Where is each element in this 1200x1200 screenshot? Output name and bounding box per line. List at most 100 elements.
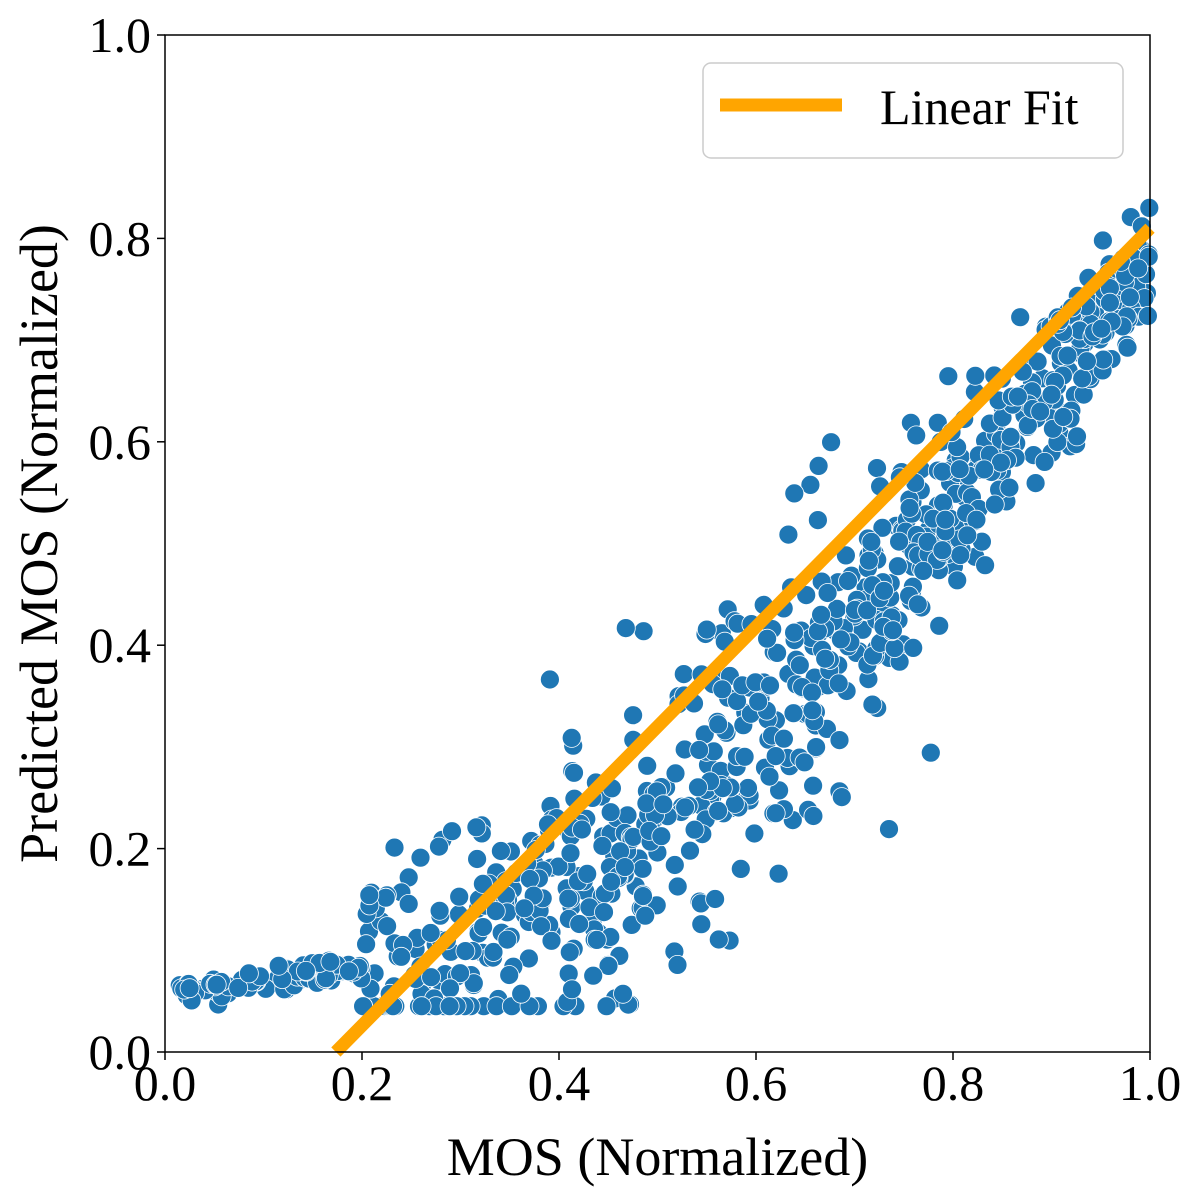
data-point: [442, 821, 462, 842]
data-point: [888, 556, 908, 577]
data-point: [874, 580, 894, 601]
y-axis: 0.0 0.2 0.4 0.6 0.8 1.0: [89, 7, 165, 1080]
data-point: [463, 973, 484, 994]
data-point: [774, 728, 794, 749]
data-point: [531, 916, 551, 937]
data-point: [789, 655, 810, 676]
x-axis: 0.0 0.2 0.4 0.6 0.8 1.0: [134, 1052, 1182, 1111]
data-point: [984, 494, 1005, 515]
data-point: [1100, 292, 1120, 313]
data-point: [511, 983, 532, 1004]
x-tick-label: 0.2: [331, 1055, 394, 1111]
data-point: [680, 840, 700, 861]
data-point: [705, 889, 725, 909]
data-point: [455, 941, 476, 961]
data-point: [907, 594, 928, 615]
data-point: [938, 366, 959, 387]
data-point: [1025, 473, 1046, 494]
data-point: [884, 638, 905, 658]
data-point: [653, 794, 674, 815]
data-point: [802, 682, 822, 703]
data-point: [384, 837, 405, 858]
data-point: [867, 458, 887, 479]
data-point: [815, 648, 836, 669]
data-point: [903, 638, 924, 658]
data-point: [1072, 368, 1093, 389]
data-point: [586, 930, 607, 950]
plot-frame: [164, 34, 1151, 1053]
data-point: [600, 802, 621, 823]
data-point: [206, 974, 227, 995]
data-point: [883, 620, 903, 641]
x-tick-label: 1.0: [1119, 1055, 1182, 1111]
data-point: [613, 983, 633, 1004]
x-tick-label: 0.4: [528, 1055, 591, 1111]
data-point: [667, 955, 688, 975]
data-point: [651, 826, 672, 847]
data-point: [831, 629, 851, 650]
data-point: [859, 550, 879, 571]
data-point: [759, 766, 780, 787]
data-point: [295, 961, 316, 981]
data-point: [1000, 426, 1021, 447]
x-axis-label: MOS (Normalized): [447, 1127, 868, 1187]
data-point: [974, 459, 995, 480]
data-point: [466, 817, 487, 838]
data-point: [725, 794, 745, 814]
data-point: [748, 691, 769, 712]
data-point: [691, 914, 712, 935]
data-point: [1093, 230, 1113, 251]
data-point: [817, 583, 838, 603]
data-point: [637, 755, 658, 776]
data-point: [879, 819, 899, 839]
data-point: [377, 916, 398, 936]
data-point: [800, 474, 821, 495]
data-point: [320, 951, 341, 972]
data-point: [708, 714, 729, 735]
data-point: [238, 963, 259, 984]
data-point: [411, 996, 432, 1017]
data-point: [808, 510, 828, 530]
data-point: [420, 923, 441, 943]
data-point: [540, 669, 560, 690]
data-point: [429, 900, 450, 921]
data-point: [738, 778, 758, 798]
data-point: [594, 902, 614, 922]
y-tick-label: 0.6: [89, 414, 152, 470]
data-point: [519, 948, 539, 969]
data-point: [712, 679, 733, 700]
data-point: [632, 858, 653, 879]
data-point: [862, 694, 883, 715]
data-point: [949, 459, 970, 480]
data-point: [179, 978, 200, 999]
data-point: [473, 917, 494, 937]
data-point: [615, 618, 636, 638]
data-point: [623, 705, 643, 726]
data-point: [767, 643, 787, 663]
x-tick-label: 0.6: [725, 1055, 788, 1111]
data-point: [450, 963, 471, 984]
data-point: [861, 532, 882, 552]
y-tick-label: 0.0: [89, 1024, 152, 1080]
data-point: [757, 628, 777, 649]
data-point: [744, 823, 765, 844]
data-point: [684, 819, 705, 840]
legend-box: [702, 62, 1124, 159]
data-point: [708, 801, 728, 821]
data-point: [821, 432, 841, 453]
data-point: [932, 461, 953, 482]
data-point: [398, 894, 419, 914]
data-point: [999, 477, 1020, 498]
data-point: [359, 885, 380, 906]
data-point: [899, 497, 920, 518]
data-point: [1053, 407, 1074, 427]
data-point: [730, 859, 751, 879]
data-point: [675, 797, 695, 818]
data-point: [913, 561, 934, 581]
data-point: [975, 555, 995, 576]
data-point: [560, 843, 581, 864]
data-point: [1030, 401, 1051, 422]
data-point: [933, 492, 953, 513]
data-point: [1117, 337, 1138, 358]
